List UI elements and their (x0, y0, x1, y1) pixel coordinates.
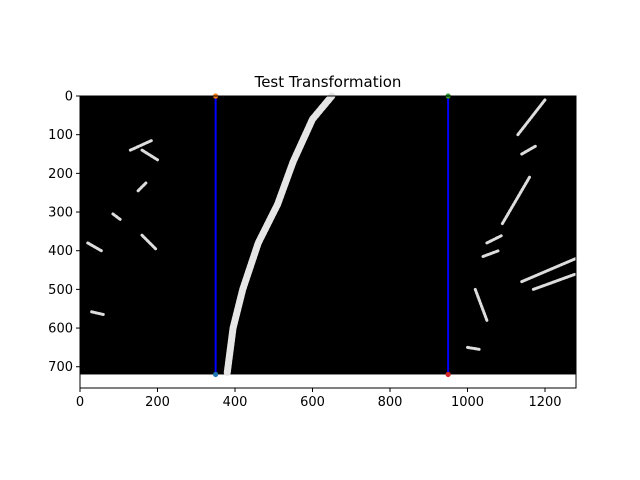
lane-fragment (128, 138, 154, 152)
x-tick-label: 1000 (451, 395, 484, 410)
warped-image (80, 96, 576, 375)
lane-fragment (531, 272, 578, 291)
lane-marking (223, 92, 336, 377)
y-tick-label: 400 (48, 244, 73, 259)
lane-fragment (485, 233, 504, 245)
y-tick-label: 500 (48, 283, 73, 298)
y-tick-label: 300 (48, 206, 73, 221)
lane-fragment (136, 181, 148, 193)
y-tick-label: 100 (48, 128, 73, 143)
lane-fragment (140, 148, 159, 162)
point-marker (445, 371, 451, 378)
x-tick-label: 200 (145, 395, 170, 410)
lane-fragment (86, 241, 103, 253)
axes-frame (79, 95, 577, 389)
lane-fragment (516, 98, 547, 137)
y-tick-label: 200 (48, 167, 73, 182)
x-tick-label: 0 (76, 395, 84, 410)
x-axis: 0 200 400 600 800 1000 1200 (76, 388, 562, 410)
lane-fragment (520, 144, 537, 156)
y-tick-label: 600 (48, 322, 73, 337)
chart-title: Test Transformation (254, 73, 402, 91)
point-marker (213, 371, 219, 378)
image-area (80, 92, 578, 377)
lane-fragment (140, 233, 158, 251)
y-tick-label: 700 (48, 360, 73, 375)
lane-fragment (466, 345, 481, 351)
y-axis: 0 100 200 300 400 500 600 700 (48, 90, 80, 375)
series-lines (214, 96, 450, 375)
x-tick-label: 1200 (528, 395, 561, 410)
lane-fragment (473, 287, 489, 322)
x-tick-label: 800 (378, 395, 403, 410)
x-tick-label: 600 (300, 395, 325, 410)
lane-fragment (520, 256, 578, 284)
y-tick-label: 0 (65, 90, 73, 105)
x-tick-label: 400 (223, 395, 248, 410)
lane-fragment (90, 310, 105, 317)
markers (213, 93, 451, 378)
lane-fragment (500, 175, 531, 226)
lane-fragment (481, 249, 500, 259)
lane-fragment (111, 212, 123, 222)
